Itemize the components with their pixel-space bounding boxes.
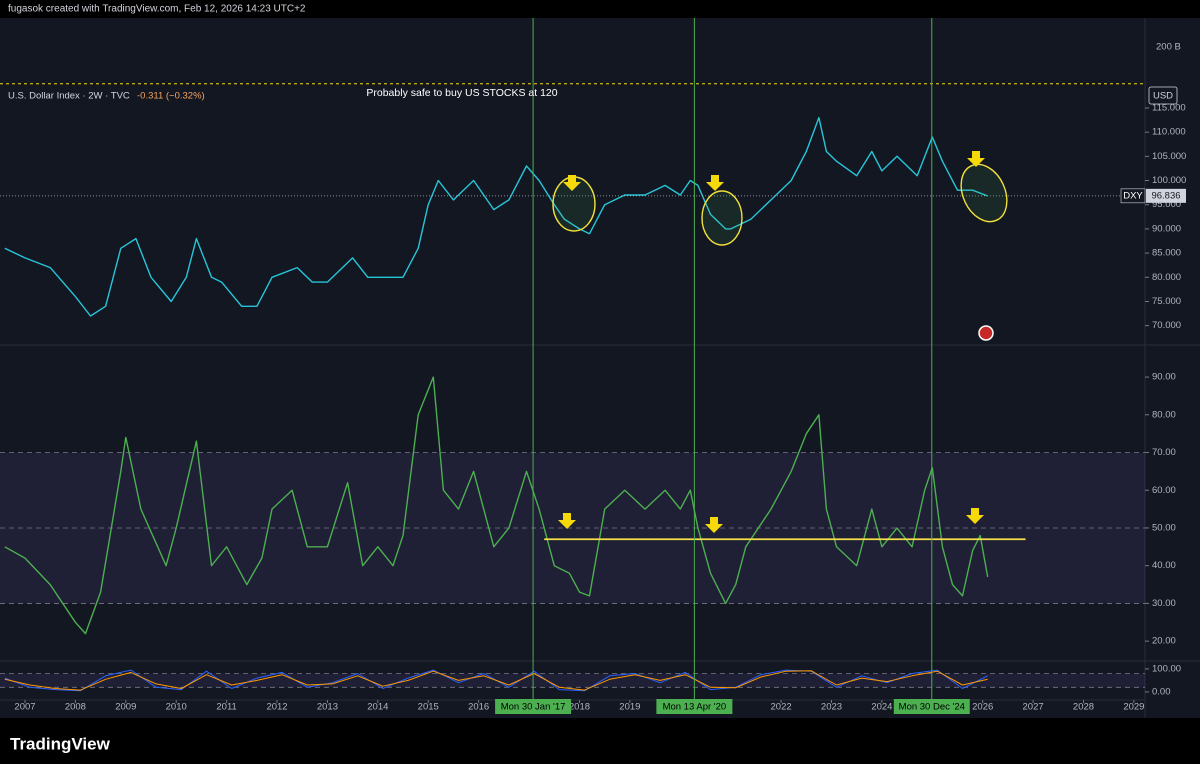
vline-label-box <box>495 699 572 714</box>
x-tick-label: 2019 <box>619 702 640 713</box>
x-tick-label: 2016 <box>468 702 489 713</box>
price-label: 96.836 <box>1151 190 1180 201</box>
x-tick-label: 2011 <box>216 702 236 713</box>
currency: USD <box>1153 91 1173 102</box>
currency-box <box>1148 86 1178 105</box>
header-text: fugasok created with TradingView.com, Fe… <box>8 4 306 15</box>
chart-panel <box>0 18 1200 718</box>
x-tick-label: 2007 <box>14 702 35 713</box>
x-tick-label: 2024 <box>871 702 892 713</box>
y-tick-label: 75.000 <box>1152 296 1181 307</box>
vline-label: Mon 13 Apr '20 <box>663 702 727 713</box>
x-tick-label: 2008 <box>65 702 86 713</box>
arrow <box>967 151 985 167</box>
y-tick-label: 70.000 <box>1152 320 1181 331</box>
price-box <box>1146 188 1186 203</box>
x-tick-label: 2022 <box>771 702 792 713</box>
arrows <box>558 151 985 533</box>
x-tick-label: 2013 <box>317 702 338 713</box>
arrow <box>563 175 581 191</box>
series-line <box>4 670 988 691</box>
arrow <box>705 517 723 533</box>
x-tick-label: 2015 <box>418 702 439 713</box>
y-tick-label: 90.00 <box>1152 372 1176 383</box>
vline-label-box <box>893 699 970 714</box>
y-tick-label: 70.00 <box>1152 447 1176 458</box>
y-tick-label: 40.00 <box>1152 560 1176 571</box>
change-label: -0.311 (−0.32%) <box>137 91 205 102</box>
highlight-ellipse <box>960 163 1008 223</box>
y-tick-label: 30.00 <box>1152 598 1176 609</box>
y-tick-label: 90.000 <box>1152 223 1181 234</box>
x-tick-label: 2009 <box>115 702 136 713</box>
flag-icon <box>978 325 994 341</box>
arrow <box>706 175 724 191</box>
y-tick-label: 0.00 <box>1152 686 1171 697</box>
x-tick-label: 2026 <box>972 702 993 713</box>
x-tick-label: 2028 <box>1073 702 1094 713</box>
symbol-box <box>1120 188 1146 204</box>
x-tick-label: 2027 <box>1023 702 1044 713</box>
arrow <box>558 513 576 529</box>
x-tick-label: 2010 <box>166 702 187 713</box>
vline-label-box <box>656 699 733 714</box>
arrow <box>966 508 984 524</box>
y-tick-label: 85.000 <box>1152 248 1181 259</box>
series-line <box>4 376 989 635</box>
annotation: Probably safe to buy US STOCKS at 120 <box>366 87 557 99</box>
logo: TradingView <box>10 734 111 753</box>
y-tick-label: 20.00 <box>1152 636 1176 647</box>
plot: 70.000 75.000 80.000 85.000 90.000 95.000 100.… <box>0 18 1186 714</box>
y-tick-label: 80.00 <box>1152 409 1176 420</box>
y-tick-label: 100.000 <box>1152 175 1186 186</box>
y-tick-label: 50.00 <box>1152 522 1176 533</box>
y-tick-label: 80.000 <box>1152 272 1181 283</box>
y-tick-label: 105.000 <box>1152 151 1186 162</box>
vline-label: Mon 30 Jan '17 <box>501 702 566 713</box>
x-tick-label: 2012 <box>266 702 287 713</box>
y-tick-label: 100.00 <box>1152 663 1181 674</box>
y-tick-label: 95.000 <box>1152 199 1181 210</box>
x-tick-label: 2029 <box>1123 702 1144 713</box>
band <box>0 673 1145 688</box>
y-tick-label: 115.000 <box>1152 102 1186 113</box>
x-tick-label: 2023 <box>821 702 842 713</box>
price-axis <box>1145 18 1200 718</box>
x-tick-label: 2014 <box>367 702 388 713</box>
highlight-ellipse <box>701 190 743 246</box>
y-tick-label: 110.000 <box>1152 127 1186 138</box>
volume-label: 200 B <box>1156 42 1181 53</box>
symbol: DXY <box>1123 190 1143 201</box>
x-tick-label: 2018 <box>569 702 590 713</box>
vline-label: Mon 30 Dec '24 <box>899 702 965 713</box>
y-tick-label: 60.00 <box>1152 485 1176 496</box>
ellipses <box>552 163 1008 246</box>
legend-title: U.S. Dollar Index · 2W · TVC <box>8 91 130 102</box>
